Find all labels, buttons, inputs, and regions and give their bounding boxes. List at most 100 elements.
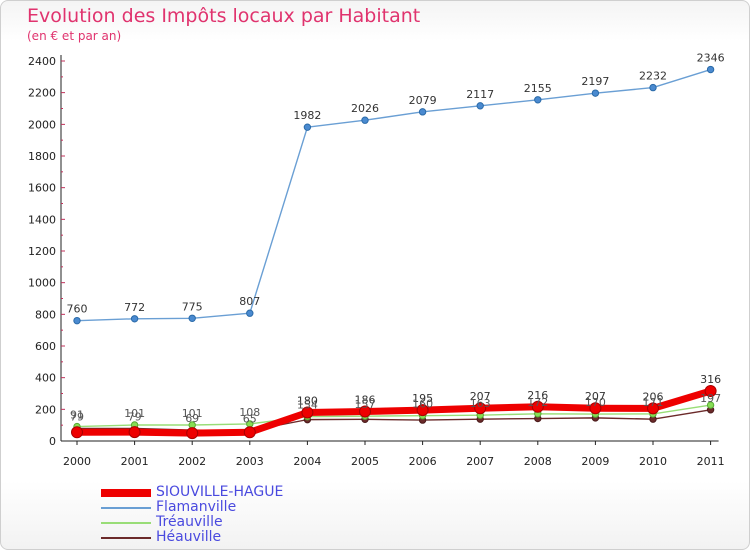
series-lines [76, 68, 712, 437]
y-tick-label: 2200 [28, 87, 56, 100]
x-tick-label: 2009 [581, 455, 609, 468]
data-point [534, 96, 542, 104]
legend-swatch [101, 489, 151, 497]
data-point [71, 426, 83, 439]
y-tick-label: 1400 [28, 213, 56, 226]
data-point [130, 315, 139, 323]
data-label: 195 [412, 392, 433, 405]
legend-swatch [101, 537, 151, 539]
data-label: 101 [182, 407, 203, 420]
data-point [591, 89, 600, 97]
x-tick-label: 2010 [639, 455, 667, 468]
series-line [76, 387, 712, 437]
y-tick-label: 200 [35, 403, 56, 416]
chart-title: Evolution des Impôts locaux par Habitant [27, 5, 421, 27]
chart-subtitle: (en € et par an) [27, 29, 122, 43]
y-tick-label: 1200 [28, 245, 56, 258]
data-label: 2026 [351, 102, 379, 115]
legend-label: Héauville [156, 529, 222, 545]
data-point [647, 402, 659, 415]
series-line [76, 404, 711, 428]
y-tick-label: 2400 [28, 55, 56, 68]
data-point [706, 65, 715, 74]
data-point [359, 405, 371, 418]
axes: 0 200 400 600 800 1000 1200 1400 1600 1800 2000 220… [28, 55, 725, 468]
series-line [76, 68, 711, 322]
data-label: 207 [470, 390, 491, 403]
data-point [73, 316, 81, 325]
data-label: 108 [239, 406, 260, 419]
data-point [474, 402, 487, 415]
data-label: 2117 [466, 88, 494, 101]
data-point [186, 427, 199, 440]
data-label: 197 [700, 392, 721, 405]
x-tick-label: 2000 [63, 455, 91, 468]
legend-label: Flamanville [156, 499, 237, 515]
y-tick-label: 2000 [28, 118, 56, 131]
x-tick-label: 2006 [409, 455, 437, 468]
y-tick-label: 400 [35, 372, 56, 385]
data-label: 154 [297, 399, 318, 412]
data-label: 1982 [293, 109, 321, 122]
data-point [188, 314, 196, 322]
data-label: 772 [124, 301, 145, 314]
x-tick-label: 2011 [697, 455, 725, 468]
data-label: 207 [585, 390, 606, 403]
x-tick-label: 2007 [466, 455, 494, 468]
x-tick-label: 2004 [293, 455, 321, 468]
data-label: 2346 [697, 52, 725, 65]
data-label: 2232 [639, 70, 667, 83]
data-point [476, 102, 484, 110]
data-point [361, 116, 369, 124]
data-label: 206 [643, 390, 664, 403]
data-label: 172 [527, 396, 548, 409]
data-point [418, 108, 427, 116]
x-tick-label: 2002 [178, 455, 206, 468]
y-tick-label: 1800 [28, 150, 56, 163]
legend-label: SIOUVILLE-HAGUE [156, 484, 284, 500]
data-point [706, 401, 715, 409]
y-tick-label: 1600 [28, 182, 56, 195]
legend-swatch [101, 507, 151, 509]
data-label: 2155 [524, 82, 552, 95]
data-label: 775 [182, 300, 203, 313]
data-point [246, 309, 254, 317]
data-label: 171 [643, 396, 664, 409]
x-tick-label: 2001 [121, 455, 149, 468]
data-label: 2079 [409, 94, 437, 107]
data-point [303, 123, 312, 131]
data-point [416, 404, 429, 417]
y-tick-label: 1000 [28, 277, 56, 290]
data-point [301, 406, 314, 419]
line-chart: 0 200 400 600 800 1000 1200 1400 1600 1800 2000 220… [28, 52, 725, 468]
data-point [128, 426, 141, 439]
x-tick-label: 2008 [524, 455, 552, 468]
data-label: 807 [239, 295, 260, 308]
data-label: 79 [128, 410, 142, 423]
data-label: 65 [243, 413, 257, 426]
data-point [589, 402, 602, 415]
data-label: 186 [355, 394, 376, 407]
x-tick-label: 2003 [236, 455, 264, 468]
series-markers [71, 65, 717, 440]
data-label: 157 [355, 398, 376, 411]
data-labels: 180 186 195 207 216 207 206 316 760 772 775 807 1982… [67, 52, 725, 426]
y-tick-label: 800 [35, 308, 56, 321]
data-label: 180 [297, 395, 318, 408]
data-label: 316 [700, 373, 721, 386]
legend-swatch [101, 522, 151, 524]
data-point [704, 384, 717, 397]
data-label: 101 [124, 407, 145, 420]
y-tick-label: 0 [49, 435, 56, 448]
data-label: 91 [70, 409, 84, 422]
data-label: 2197 [581, 75, 609, 88]
data-label: 69 [185, 412, 199, 425]
legend-label: Tréauville [156, 514, 223, 530]
data-label: 216 [527, 389, 548, 402]
data-label: 170 [585, 396, 606, 409]
data-label: 163 [470, 397, 491, 410]
y-tick-label: 600 [35, 340, 56, 353]
data-point [531, 400, 544, 413]
data-label: 79 [70, 410, 84, 423]
